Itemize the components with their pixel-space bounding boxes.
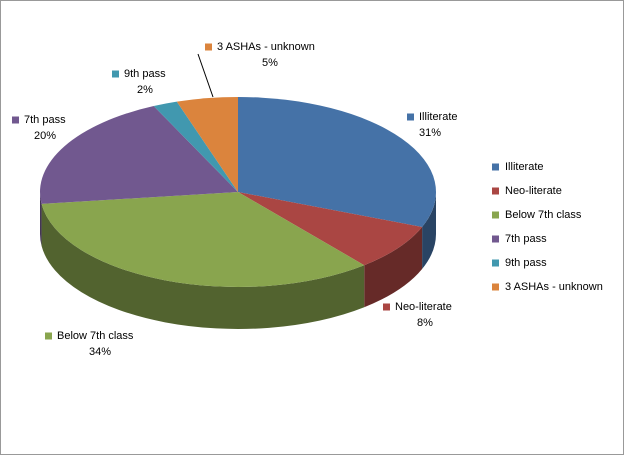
legend-swatch — [492, 235, 499, 243]
legend-label: 3 ASHAs - unknown — [505, 281, 603, 293]
data-label-value: 31% — [419, 127, 441, 139]
leader-line — [197, 53, 214, 98]
legend-swatch — [492, 211, 499, 219]
label-swatch — [205, 43, 212, 51]
legend-swatch — [492, 187, 499, 195]
slice — [238, 97, 436, 227]
legend: Illiterate Neo-literate Below 7th class 7th… — [492, 161, 603, 293]
data-label-name: 9th pass — [124, 68, 166, 80]
legend-swatch — [492, 259, 499, 267]
data-label-name: 7th pass — [24, 114, 66, 126]
data-label-value: 2% — [137, 84, 153, 96]
legend-label: Neo-literate — [505, 185, 562, 197]
data-labels: Illiterate 31% Neo-literate 8% Below 7th cla… — [12, 41, 458, 358]
data-label-name: Neo-literate — [395, 301, 452, 313]
data-label-value: 34% — [89, 346, 111, 358]
slice-side — [41, 203, 365, 330]
legend-swatch — [492, 283, 499, 291]
slice-side — [40, 192, 42, 246]
data-label-value: 20% — [34, 130, 56, 142]
legend-swatch — [492, 163, 499, 171]
slice — [41, 192, 365, 288]
legend-label: 9th pass — [505, 257, 547, 269]
label-swatch — [45, 332, 52, 340]
pie — [39, 97, 436, 330]
slice — [39, 106, 238, 204]
label-swatch — [12, 116, 19, 124]
data-label-name: Below 7th class — [57, 330, 134, 342]
legend-label: 7th pass — [505, 233, 547, 245]
data-label-value: 8% — [417, 317, 433, 329]
data-label-name: 3 ASHAs - unknown — [217, 41, 315, 53]
slice-side — [364, 226, 423, 308]
data-label-value: 5% — [262, 57, 278, 69]
label-swatch — [407, 113, 414, 121]
slice — [176, 97, 238, 192]
data-label-name: Illiterate — [419, 111, 458, 123]
legend-label: Illiterate — [505, 161, 544, 173]
slice — [238, 192, 423, 266]
label-swatch — [112, 70, 119, 78]
legend-label: Below 7th class — [505, 209, 582, 221]
slice-side — [422, 192, 436, 269]
label-swatch — [383, 303, 390, 311]
slice — [153, 101, 238, 192]
